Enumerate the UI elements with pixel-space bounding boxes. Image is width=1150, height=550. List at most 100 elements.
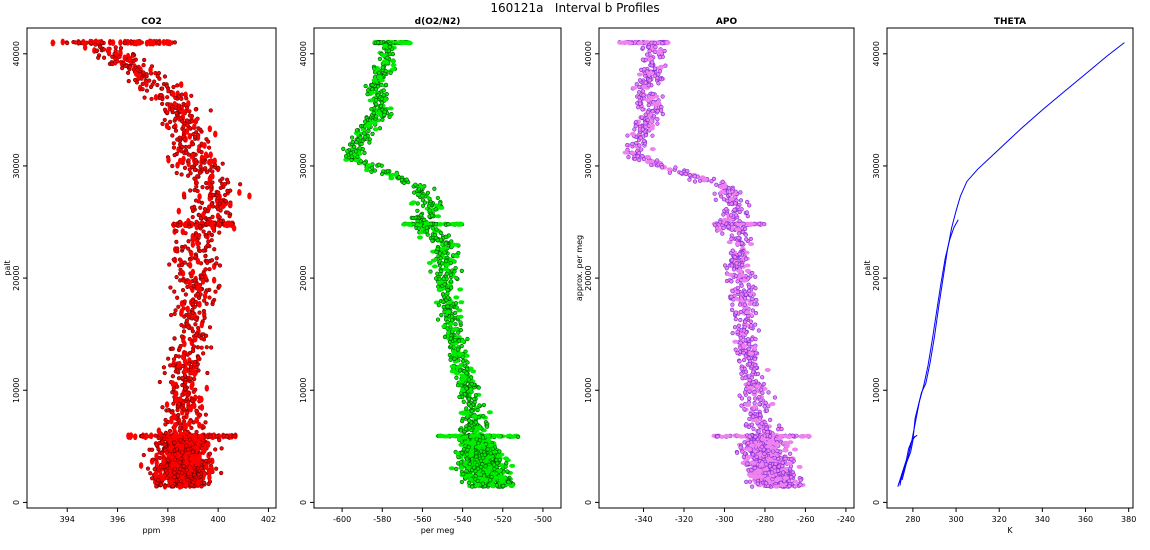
data-point bbox=[457, 314, 464, 319]
data-point bbox=[194, 281, 199, 286]
data-point bbox=[110, 54, 115, 59]
data-point bbox=[454, 242, 461, 247]
data-point bbox=[162, 117, 167, 123]
data-point bbox=[350, 139, 355, 145]
data-point bbox=[165, 408, 171, 413]
data-point bbox=[757, 402, 762, 407]
data-point bbox=[480, 435, 486, 440]
data-point bbox=[181, 415, 186, 420]
data-point bbox=[736, 231, 742, 236]
data-point bbox=[651, 114, 657, 119]
data-point bbox=[380, 117, 385, 122]
data-point bbox=[211, 276, 217, 284]
data-point bbox=[189, 205, 195, 210]
data-point bbox=[458, 300, 465, 305]
data-point bbox=[176, 370, 181, 375]
data-point bbox=[203, 166, 208, 171]
data-point bbox=[448, 261, 453, 266]
data-point bbox=[201, 308, 207, 314]
data-point bbox=[156, 70, 162, 76]
data-point bbox=[165, 110, 170, 115]
data-point bbox=[363, 135, 368, 140]
data-point bbox=[167, 437, 173, 445]
data-point bbox=[505, 469, 510, 474]
data-point bbox=[382, 44, 389, 49]
data-point bbox=[487, 443, 494, 448]
data-point bbox=[165, 457, 171, 462]
data-point bbox=[439, 313, 444, 318]
data-point bbox=[418, 230, 425, 235]
data-point bbox=[757, 394, 762, 400]
data-point bbox=[636, 72, 643, 77]
data-point bbox=[456, 222, 463, 227]
data-point bbox=[232, 433, 237, 438]
data-point bbox=[456, 330, 461, 335]
data-point bbox=[437, 222, 444, 227]
data-point bbox=[632, 127, 637, 132]
data-point bbox=[197, 421, 202, 429]
data-point bbox=[379, 100, 384, 105]
data-point bbox=[171, 145, 177, 150]
data-point bbox=[160, 121, 165, 126]
data-point bbox=[486, 465, 493, 470]
data-point bbox=[360, 127, 367, 132]
data-point bbox=[733, 347, 738, 352]
data-point bbox=[170, 390, 175, 395]
data-point bbox=[82, 44, 88, 51]
data-point bbox=[152, 466, 157, 472]
data-point bbox=[213, 447, 218, 452]
data-point bbox=[463, 353, 470, 358]
data-point bbox=[349, 154, 354, 159]
data-point bbox=[750, 296, 755, 302]
data-point bbox=[157, 379, 162, 385]
data-point bbox=[453, 254, 460, 259]
data-point bbox=[179, 470, 185, 475]
data-point bbox=[175, 295, 180, 300]
data-point bbox=[363, 83, 368, 89]
data-point bbox=[455, 383, 461, 388]
data-point bbox=[196, 355, 201, 360]
data-point bbox=[182, 260, 187, 265]
data-point bbox=[448, 466, 455, 471]
data-point bbox=[170, 380, 176, 388]
data-point bbox=[673, 165, 678, 170]
data-point bbox=[194, 223, 199, 231]
data-point bbox=[376, 75, 383, 80]
data-point bbox=[629, 131, 636, 136]
data-point bbox=[113, 56, 118, 61]
data-point bbox=[183, 380, 188, 385]
data-point bbox=[446, 222, 451, 227]
data-point bbox=[180, 270, 186, 277]
data-point bbox=[197, 300, 202, 308]
data-point bbox=[718, 434, 725, 439]
data-point bbox=[172, 289, 177, 294]
data-point bbox=[182, 137, 187, 142]
data-point bbox=[433, 222, 439, 227]
data-point bbox=[163, 422, 168, 427]
data-point bbox=[805, 434, 812, 439]
data-point bbox=[209, 345, 214, 350]
data-point bbox=[135, 67, 140, 72]
data-point bbox=[375, 93, 380, 98]
x-tick-label: -280 bbox=[756, 515, 774, 524]
data-point bbox=[183, 292, 188, 297]
y-tick-label: 30000 bbox=[299, 153, 308, 178]
data-point bbox=[739, 403, 744, 408]
x-tick-label: -500 bbox=[534, 515, 552, 524]
data-point bbox=[634, 140, 639, 146]
data-point bbox=[121, 61, 126, 66]
data-point bbox=[160, 405, 165, 410]
data-point bbox=[441, 304, 446, 310]
data-point bbox=[173, 116, 178, 121]
data-point bbox=[164, 463, 169, 468]
data-point bbox=[199, 465, 204, 470]
data-point bbox=[194, 130, 199, 135]
data-point bbox=[418, 213, 423, 218]
data-point bbox=[164, 401, 170, 409]
data-point bbox=[464, 452, 470, 457]
data-point bbox=[130, 53, 136, 58]
data-point bbox=[390, 63, 397, 68]
data-point bbox=[464, 410, 471, 415]
data-point bbox=[383, 68, 388, 74]
data-point bbox=[214, 256, 219, 261]
